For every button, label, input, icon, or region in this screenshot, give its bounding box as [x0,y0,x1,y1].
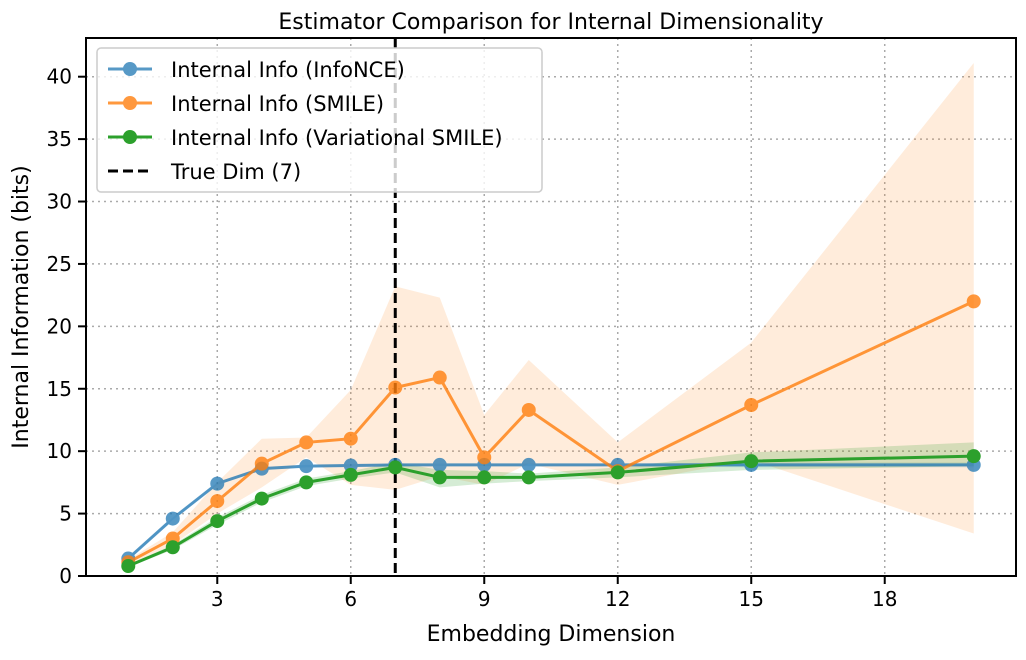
data-point [432,370,447,385]
x-tick-label: 12 [605,587,630,611]
legend-entry [108,96,152,110]
data-point [744,454,759,469]
data-point [210,514,225,529]
data-point [966,294,981,309]
x-tick-label: 18 [872,587,897,611]
data-point [521,470,536,485]
data-point [432,470,447,485]
y-tick-label: 25 [47,252,72,276]
data-point [966,449,981,464]
data-point [343,431,358,446]
data-point [254,456,269,471]
data-point [432,457,447,472]
data-point [343,467,358,482]
legend-marker [123,96,137,110]
legend-label: True Dim (7) [170,160,301,184]
y-tick-label: 20 [47,314,72,338]
data-point [299,475,314,490]
plot-frame [85,37,1017,577]
data-point [299,435,314,450]
y-tick-label: 35 [47,127,72,151]
y-tick-label: 40 [47,65,72,89]
legend-label: Internal Info (Variational SMILE) [171,126,503,150]
data-point [610,465,625,480]
data-point [210,494,225,509]
legend-label: Internal Info (InfoNCE) [171,58,405,82]
data-point [299,459,314,474]
y-axis-label: Internal Information (bits) [9,165,34,448]
series-2 [121,449,981,574]
x-tick-label: 9 [478,587,491,611]
data-point [477,470,492,485]
legend: Internal Info (InfoNCE) Internal Info (SM… [96,47,543,193]
y-tick-label: 5 [59,502,72,526]
x-axis-label: Embedding Dimension [427,622,676,647]
axis-ticks: 3 6 9 12 15 18 0 5 10 15 20 25 30 35 40 [47,65,898,611]
chart-title: Estimator Comparison for Internal Dimens… [278,10,823,35]
data-point [521,457,536,472]
data-point [254,491,269,506]
y-tick-label: 0 [59,564,72,588]
data-point [121,559,136,574]
x-tick-label: 15 [739,587,764,611]
legend-marker [123,62,137,76]
y-tick-label: 10 [47,439,72,463]
data-point [388,460,403,475]
legend-box [96,47,543,193]
x-tick-label: 3 [211,587,224,611]
data-point [388,380,403,395]
y-tick-label: 15 [47,377,72,401]
data-point [210,476,225,491]
data-point [744,397,759,412]
series-lines [121,38,981,576]
legend-label: Internal Info (SMILE) [171,92,384,116]
data-point [477,450,492,465]
y-tick-label: 30 [47,190,72,214]
data-point [165,540,180,555]
data-point [521,402,536,417]
confidence-band [128,442,974,568]
x-tick-label: 6 [344,587,357,611]
legend-marker [123,130,137,144]
legend-entry [108,130,152,144]
legend-entry [108,62,152,76]
data-point [165,511,180,526]
